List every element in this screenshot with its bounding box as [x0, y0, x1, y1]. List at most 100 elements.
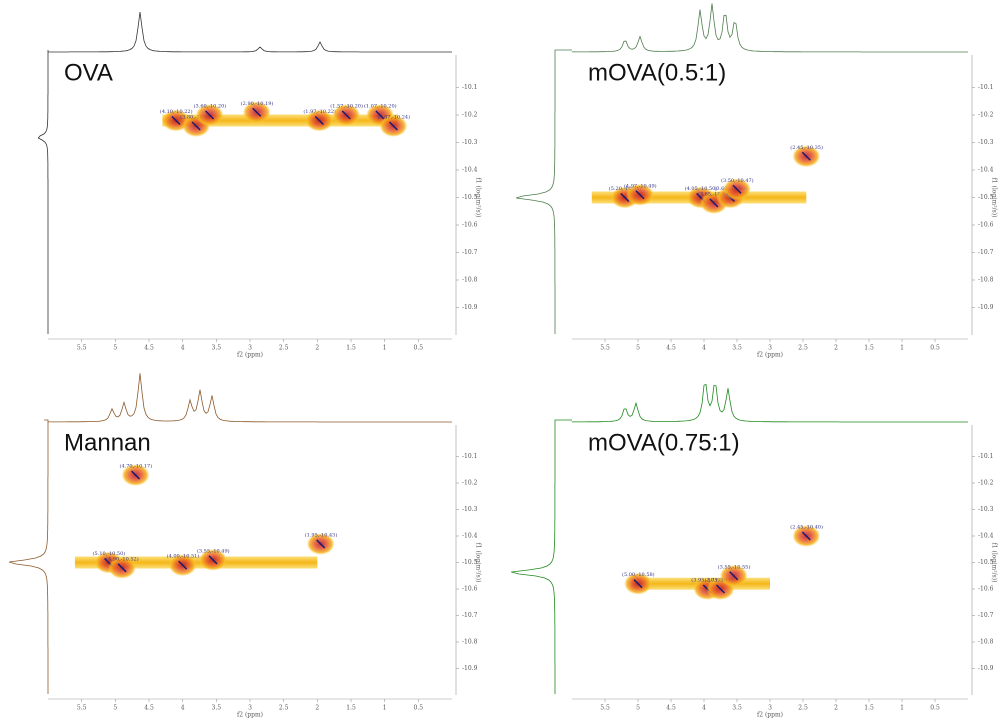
peak-marker [117, 563, 127, 573]
x-tick-label: 0.5 [930, 345, 940, 352]
x-tick-label: 4 [181, 705, 185, 712]
x-tick-label: 1.5 [346, 705, 356, 712]
x-tick-label: 4 [702, 345, 706, 352]
y-tick-label: -10.7 [978, 249, 994, 256]
peak-label: (2.45,-10.40) [790, 524, 823, 531]
y-tick-label: -10.9 [462, 665, 478, 672]
y-tick-label: -10.5 [462, 559, 478, 566]
x-axis-label: f2 (ppm) [757, 712, 783, 719]
x-axis-label: f2 (ppm) [237, 712, 263, 719]
peak-label: (5.00,-10.58) [622, 571, 655, 578]
x-tick-label: 2.5 [279, 705, 289, 712]
peak-marker [375, 110, 385, 120]
peak-label: (4.90,-10.52) [106, 555, 139, 562]
peak-marker [341, 110, 351, 120]
x-tick-label: 2.5 [279, 345, 289, 352]
x-tick-label: 4 [702, 705, 706, 712]
x-tick-label: 2 [834, 705, 838, 712]
x-tick-label: 4.5 [666, 705, 676, 712]
y-tick-label: -10.9 [978, 304, 994, 311]
peak-marker [633, 579, 643, 589]
x-tick-label: 1 [383, 705, 387, 712]
x-tick-label: 4.5 [144, 705, 154, 712]
projection-spectrum [511, 419, 572, 694]
x-tick-label: 2 [315, 705, 319, 712]
x-tick-label: 2.5 [798, 345, 808, 352]
x-tick-label: 0.5 [414, 345, 424, 352]
y-tick-label: -10.6 [978, 222, 994, 229]
x-tick-label: 3 [768, 705, 772, 712]
y-axis-label: f1 (log(m²/s)) [991, 543, 998, 583]
peak-marker [314, 115, 324, 126]
peak-marker [801, 151, 811, 161]
peak-marker [131, 470, 141, 480]
peak-label: (2.90,-10.19) [241, 100, 274, 107]
peak-label: (5.20,-10.50) [609, 185, 642, 192]
x-tick-label: 1.5 [346, 345, 356, 352]
peak-label: (5.10,-10.50) [93, 550, 126, 557]
x-tick-label: 3 [248, 705, 252, 712]
x-tick-label: 4 [181, 345, 185, 352]
y-tick-label: -10.8 [978, 639, 994, 646]
x-tick-label: 2.5 [798, 705, 808, 712]
y-axis-label: f1 (log(m²/s)) [475, 178, 482, 218]
y-tick-label: -10.4 [462, 167, 478, 174]
peak-label: (4.00,-10.51) [167, 553, 200, 560]
peak-marker [171, 115, 181, 126]
y-tick-label: -10.2 [978, 480, 994, 487]
peak-label: (3.60,-10.20) [194, 103, 227, 110]
y-tick-label: -10.6 [462, 222, 478, 229]
peak-marker [801, 531, 811, 541]
peak-marker [205, 110, 215, 120]
peak-marker [316, 539, 326, 549]
x-axis-label: f2 (ppm) [757, 352, 783, 359]
x-tick-label: 5 [636, 705, 640, 712]
peak-marker [208, 555, 218, 565]
peak-marker [388, 121, 398, 131]
y-tick-label: -10.7 [462, 249, 478, 256]
x-tick-label: 0.5 [414, 705, 424, 712]
panel-title: Mannan [64, 429, 151, 456]
x-tick-label: 5.5 [600, 345, 610, 352]
projection-spectrum [8, 419, 49, 694]
y-tick-label: -10.3 [462, 139, 478, 146]
y-tick-label: -10.6 [978, 586, 994, 593]
x-tick-label: 5.5 [600, 705, 610, 712]
y-tick-label: -10.1 [462, 84, 477, 91]
peak-label: (4.05,-10.50) [685, 185, 718, 192]
peak-marker [729, 571, 739, 581]
y-tick-label: -10.2 [978, 112, 994, 119]
projection-spectrum [47, 373, 452, 423]
peak-marker [620, 192, 630, 203]
x-tick-label: 3.5 [732, 345, 742, 352]
y-tick-label: -10.4 [978, 533, 994, 540]
y-tick-label: -10.8 [978, 277, 994, 284]
x-tick-label: 2 [315, 345, 319, 352]
peak-marker [252, 107, 262, 117]
x-tick-label: 5.5 [77, 345, 87, 352]
y-tick-label: -10.7 [462, 612, 478, 619]
peak-label: (3.85,-10.52) [698, 191, 731, 198]
y-axis-label: f1 (log(m²/s)) [475, 543, 482, 583]
x-tick-label: 3.5 [732, 705, 742, 712]
y-tick-label: -10.1 [462, 453, 477, 460]
projection-spectrum [37, 50, 49, 334]
x-tick-label: 4.5 [144, 345, 154, 352]
x-tick-label: 5 [113, 345, 117, 352]
x-tick-label: 2 [834, 345, 838, 352]
x-tick-label: 3 [768, 345, 772, 352]
y-tick-label: -10.2 [462, 480, 478, 487]
y-tick-label: -10.9 [978, 665, 994, 672]
x-tick-label: 3.5 [212, 705, 222, 712]
peak-label: (1.95,-10.43) [305, 531, 338, 538]
y-axis-label: f1 (log(m²/s)) [991, 178, 998, 218]
y-tick-label: -10.5 [978, 559, 994, 566]
y-tick-label: -10.4 [462, 533, 478, 540]
projection-spectrum [48, 11, 452, 53]
peak-label: (3.55,-10.49) [197, 547, 230, 554]
panel-title: mOVA(0.5:1) [588, 59, 726, 86]
y-tick-label: -10.3 [462, 506, 478, 513]
y-tick-label: -10.6 [462, 586, 478, 593]
panel-title: OVA [64, 59, 113, 86]
